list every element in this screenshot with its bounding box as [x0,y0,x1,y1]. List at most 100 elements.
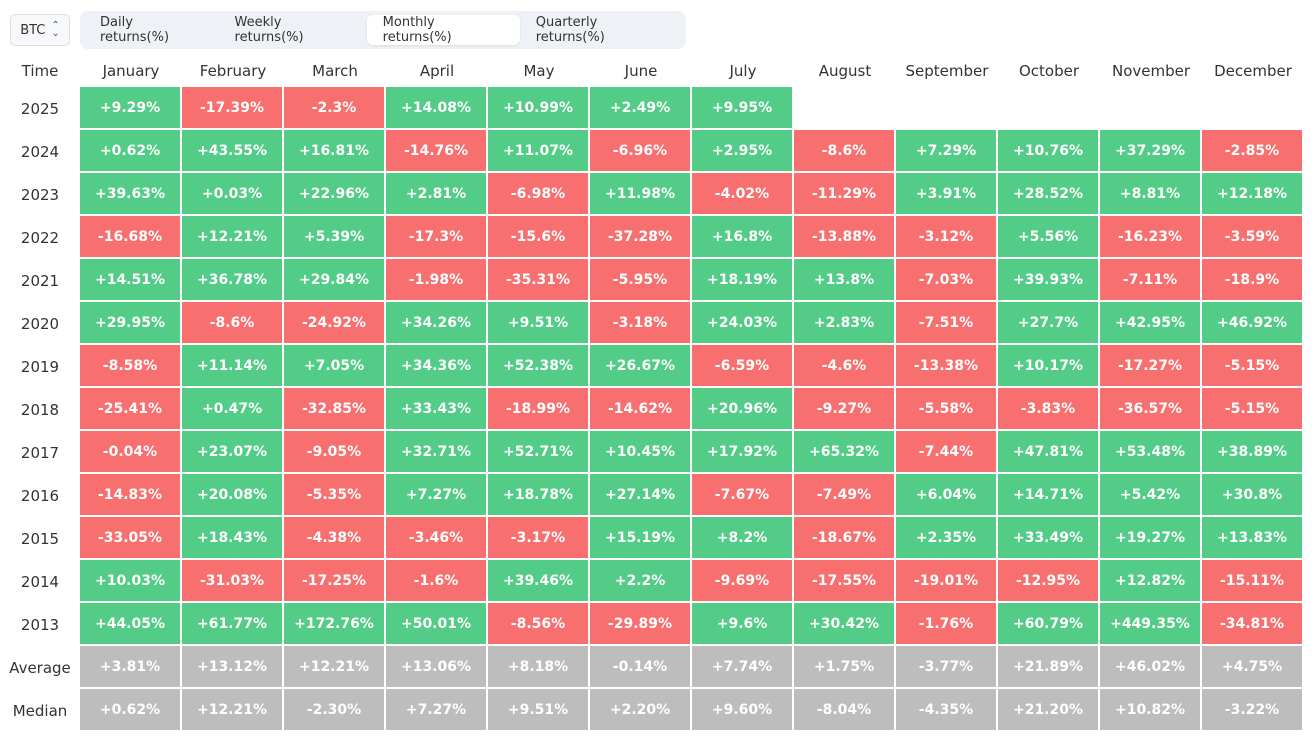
return-cell: +65.32% [794,431,896,474]
return-cell: +18.19% [692,259,794,302]
return-cell: +36.78% [182,259,284,302]
return-cell: +12.21% [182,216,284,259]
return-cell: +10.76% [998,130,1100,173]
return-cell: -8.6% [794,130,896,173]
return-cell: +52.38% [488,345,590,388]
return-cell: +9.95% [692,87,794,130]
month-column-header: September [905,61,989,80]
return-cell: +22.96% [284,173,386,216]
return-cell: +16.8% [692,216,794,259]
return-cell: +47.81% [998,431,1100,474]
return-cell: -8.56% [488,603,590,646]
year-label: 2025 [20,99,60,118]
return-cell: +50.01% [386,603,488,646]
return-cell: +2.83% [794,302,896,345]
return-cell: -18.9% [1202,259,1304,302]
return-cell: +10.17% [998,345,1100,388]
return-cell: +15.19% [590,517,692,560]
return-cell: +172.76% [284,603,386,646]
return-cell: +2.20% [590,689,692,732]
return-cell: +12.21% [182,689,284,732]
return-cell: -7.03% [896,259,998,302]
return-cell: -24.92% [284,302,386,345]
summary-row: Median +0.62% +12.21% -2.30% +7.27% +9.51% +2.… [0,689,1304,732]
return-cell: +18.43% [182,517,284,560]
year-row: 2015 -33.05% +18.43% -4.38% -3.46% -3.17% +15.… [0,517,1304,560]
year-label: 2013 [20,615,60,634]
tab-daily-returns[interactable]: Daily returns(%) [100,15,170,45]
return-cell: +33.43% [386,388,488,431]
year-row: 2013 +44.05% +61.77% +172.76% +50.01% -8.56% -… [0,603,1304,646]
return-cell: +3.81% [80,646,182,689]
tab-monthly-returns[interactable]: Monthly returns(%) [366,15,520,45]
year-label: 2020 [20,314,60,333]
return-cell: +0.62% [80,130,182,173]
return-cell: -15.6% [488,216,590,259]
return-cell: +14.08% [386,87,488,130]
return-cell: +42.95% [1100,302,1202,345]
return-cell: +39.46% [488,560,590,603]
return-cell: +13.12% [182,646,284,689]
return-cell: -32.85% [284,388,386,431]
return-cell: +8.18% [488,646,590,689]
return-cell: +10.82% [1100,689,1202,732]
return-cell: -5.15% [1202,388,1304,431]
return-cell: -18.99% [488,388,590,431]
year-row: 2023 +39.63% +0.03% +22.96% +2.81% -6.98% +11.… [0,173,1304,216]
year-row: 2018 -25.41% +0.47% -32.85% +33.43% -18.99% -1… [0,388,1304,431]
return-cell: +13.8% [794,259,896,302]
month-column-header: May [523,61,555,80]
year-row: 2014 +10.03% -31.03% -17.25% -1.6% +39.46% +2.… [0,560,1304,603]
return-cell: +2.49% [590,87,692,130]
tab-weekly-returns[interactable]: Weekly returns(%) [234,15,304,45]
return-cell: +13.06% [386,646,488,689]
return-cell: +21.89% [998,646,1100,689]
return-cell: -31.03% [182,560,284,603]
return-cell: +10.03% [80,560,182,603]
month-column-header: April [419,61,455,80]
table-header-row: Time January February March April May June July… [0,54,1304,87]
month-column-header: March [312,61,358,80]
return-cell: -3.59% [1202,216,1304,259]
return-cell: +29.84% [284,259,386,302]
return-cell: +61.77% [182,603,284,646]
time-column-header: Time [21,61,59,80]
return-cell: +12.82% [1100,560,1202,603]
return-cell: -5.58% [896,388,998,431]
return-cell: -29.89% [590,603,692,646]
return-cell: -1.98% [386,259,488,302]
return-cell: +7.27% [386,474,488,517]
return-cell: +33.49% [998,517,1100,560]
return-cell: -6.59% [692,345,794,388]
return-cell: +7.29% [896,130,998,173]
return-cell: -5.35% [284,474,386,517]
return-cell: +11.98% [590,173,692,216]
return-cell: +9.29% [80,87,182,130]
return-cell: -16.23% [1100,216,1202,259]
asset-selector[interactable]: BTC ⌃ ⌄ [10,14,70,46]
return-cell: +46.02% [1100,646,1202,689]
month-column-header: July [729,61,757,80]
return-cell: +39.93% [998,259,1100,302]
return-cell: +6.04% [896,474,998,517]
return-cell: +5.39% [284,216,386,259]
return-cell: +24.03% [692,302,794,345]
return-cell: +30.42% [794,603,896,646]
return-cell: +2.35% [896,517,998,560]
month-column-header: January [102,61,160,80]
tab-quarterly-returns[interactable]: Quarterly returns(%) [535,15,605,45]
return-cell: -3.12% [896,216,998,259]
year-row: 2022 -16.68% +12.21% +5.39% -17.3% -15.6% -37.… [0,216,1304,259]
return-cell: -7.67% [692,474,794,517]
return-cell: -36.57% [1100,388,1202,431]
return-cell: +10.45% [590,431,692,474]
return-cell: -3.17% [488,517,590,560]
toolbar: BTC ⌃ ⌄ Daily returns(%) Weekly returns(%… [0,0,1315,56]
return-cell: +30.8% [1202,474,1304,517]
return-cell: -3.18% [590,302,692,345]
return-cell: -3.46% [386,517,488,560]
summary-row-label: Average [9,658,71,677]
return-cell: +5.56% [998,216,1100,259]
year-label: 2015 [20,529,60,548]
return-cell: -3.83% [998,388,1100,431]
